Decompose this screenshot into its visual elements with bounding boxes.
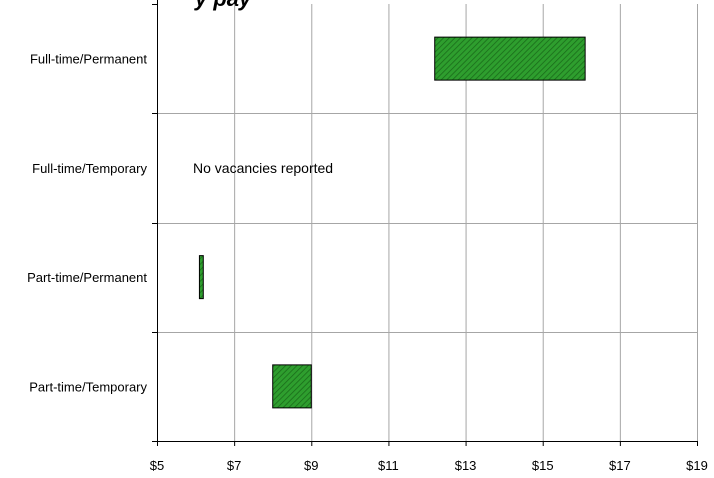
x-tick-label: $11	[378, 458, 399, 473]
labels: $5 $7 $9 $11 $13 $15 $17 $19 Full-time/Permanent…	[27, 52, 708, 473]
category-label: Part-time/Permanent	[27, 270, 147, 285]
x-tick-label: $13	[455, 458, 477, 473]
range-bars	[198, 36, 586, 409]
x-tick-label: $9	[304, 458, 318, 473]
x-tick-label: $7	[227, 458, 241, 473]
axes	[152, 0, 698, 446]
category-label: Full-time/Temporary	[32, 161, 147, 176]
gridlines	[157, 4, 698, 441]
no-vacancies-note: No vacancies reported	[193, 160, 333, 176]
category-label: Part-time/Temporary	[29, 379, 147, 394]
x-tick-label: $17	[609, 458, 631, 473]
range-bar	[198, 255, 204, 300]
range-bar	[434, 36, 586, 81]
range-bar	[272, 364, 312, 409]
category-label: Full-time/Permanent	[30, 52, 147, 67]
x-tick-label: $15	[532, 458, 554, 473]
x-tick-label: $19	[686, 458, 708, 473]
x-tick-label: $5	[150, 458, 164, 473]
chart-title-fragment: y pay	[195, 0, 251, 12]
